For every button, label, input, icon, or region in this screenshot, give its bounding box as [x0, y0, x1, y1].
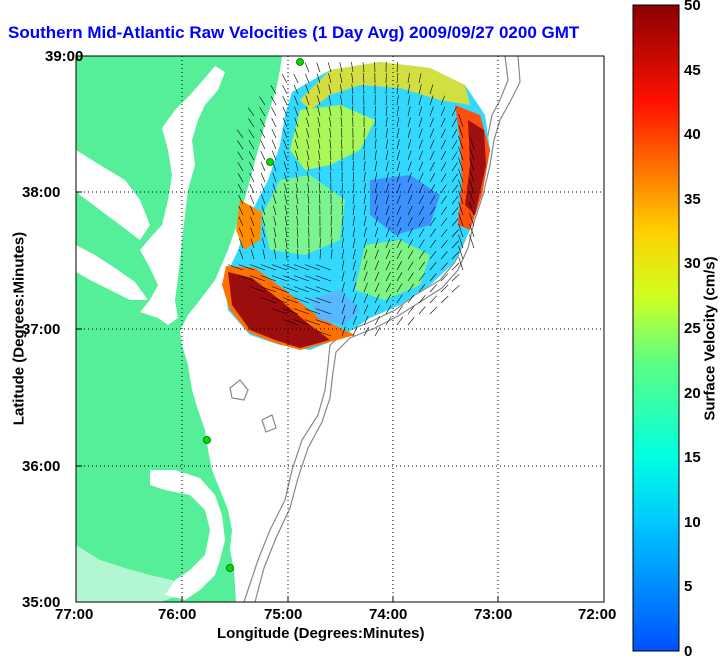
xtick-label: 75:00 [264, 606, 302, 623]
velocity-arrow [470, 235, 475, 248]
colorbar-tick-label: 35 [684, 191, 701, 208]
velocity-arrow [250, 195, 254, 204]
station-marker [297, 59, 304, 66]
velocity-arrow [261, 151, 265, 160]
colorbar-tick-label: 5 [684, 578, 692, 595]
velocity-arrow [305, 63, 309, 72]
colorbar-label: Surface Velocity (cm/s) [702, 249, 719, 429]
ytick-label: 37:00 [22, 321, 60, 338]
ytick-label: 39:00 [45, 48, 83, 65]
velocity-arrow [441, 296, 448, 303]
colorbar-tick-label: 0 [684, 643, 692, 660]
colorbar-tick-label: 25 [684, 320, 701, 337]
velocity-arrow [272, 151, 276, 160]
velocity-arrow [261, 140, 266, 149]
colorbar-tick-label: 20 [684, 385, 701, 402]
xtick-label: 74:00 [369, 606, 407, 623]
xtick-label: 77:00 [55, 606, 93, 623]
velocity-arrow [272, 140, 276, 149]
velocity-arrow [261, 162, 265, 171]
velocity-arrow [305, 74, 309, 83]
colorbar-tick-label: 40 [684, 126, 701, 143]
velocity-arrow [317, 63, 320, 72]
xtick-label: 73:00 [474, 606, 512, 623]
velocity-arrow [430, 296, 437, 303]
station-marker [227, 565, 234, 572]
velocity-arrow [272, 129, 276, 138]
velocity-arrow [282, 74, 287, 83]
xtick-label: 76:00 [158, 606, 196, 623]
colorbar-tick-label: 15 [684, 449, 701, 466]
velocity-arrow [261, 173, 265, 182]
velocity-arrow [452, 285, 460, 292]
y-axis-label: Latitude (Degrees:Minutes) [11, 224, 28, 434]
xtick-label: 72:00 [578, 606, 616, 623]
velocity-arrow [386, 317, 391, 326]
velocity-arrow [430, 307, 437, 314]
x-axis-label: Longitude (Degrees:Minutes) [217, 625, 425, 642]
colorbar-tick-label: 45 [684, 62, 701, 79]
velocity-arrow [250, 184, 254, 193]
velocity-arrow [271, 107, 276, 116]
colorbar-tick-label: 10 [684, 514, 701, 531]
velocity-arrow [375, 327, 380, 336]
station-marker [204, 437, 211, 444]
velocity-arrow [419, 306, 426, 314]
velocity-arrow [283, 96, 287, 105]
velocity-arrow [408, 317, 414, 325]
colorbar [633, 5, 679, 651]
colorbar-tick-label: 30 [684, 255, 701, 272]
velocity-arrow [294, 74, 298, 83]
velocity-arrow [272, 118, 276, 127]
station-marker [267, 159, 274, 166]
velocity-arrow [397, 317, 403, 325]
colorbar-tick-label: 50 [684, 0, 701, 14]
ytick-label: 38:00 [22, 184, 60, 201]
velocity-arrow [283, 85, 288, 94]
velocity-arrow [375, 316, 380, 325]
ytick-label: 36:00 [22, 458, 60, 475]
